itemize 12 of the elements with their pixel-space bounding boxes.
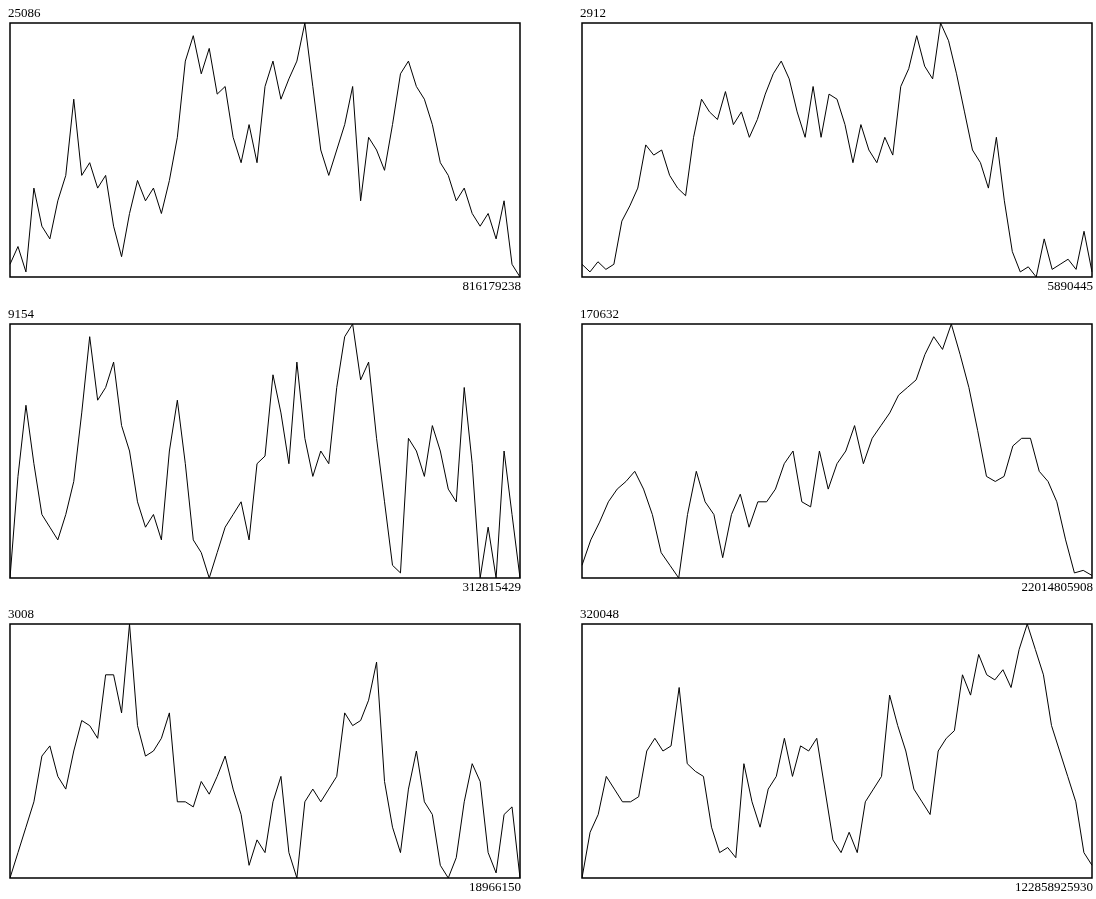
text: 2912	[580, 4, 606, 20]
text: 22014805908	[1021, 578, 1093, 594]
text: 816179238	[462, 277, 521, 293]
text: 122858925930	[1015, 878, 1093, 894]
text: 9154	[8, 305, 35, 321]
text: 3008	[8, 605, 34, 621]
text: 170632	[580, 305, 619, 321]
text: 18966150	[469, 878, 521, 894]
text: 5890445	[1047, 277, 1093, 293]
text: 320048	[580, 605, 619, 621]
text: 312815429	[462, 578, 521, 594]
text: 25086	[8, 4, 41, 20]
